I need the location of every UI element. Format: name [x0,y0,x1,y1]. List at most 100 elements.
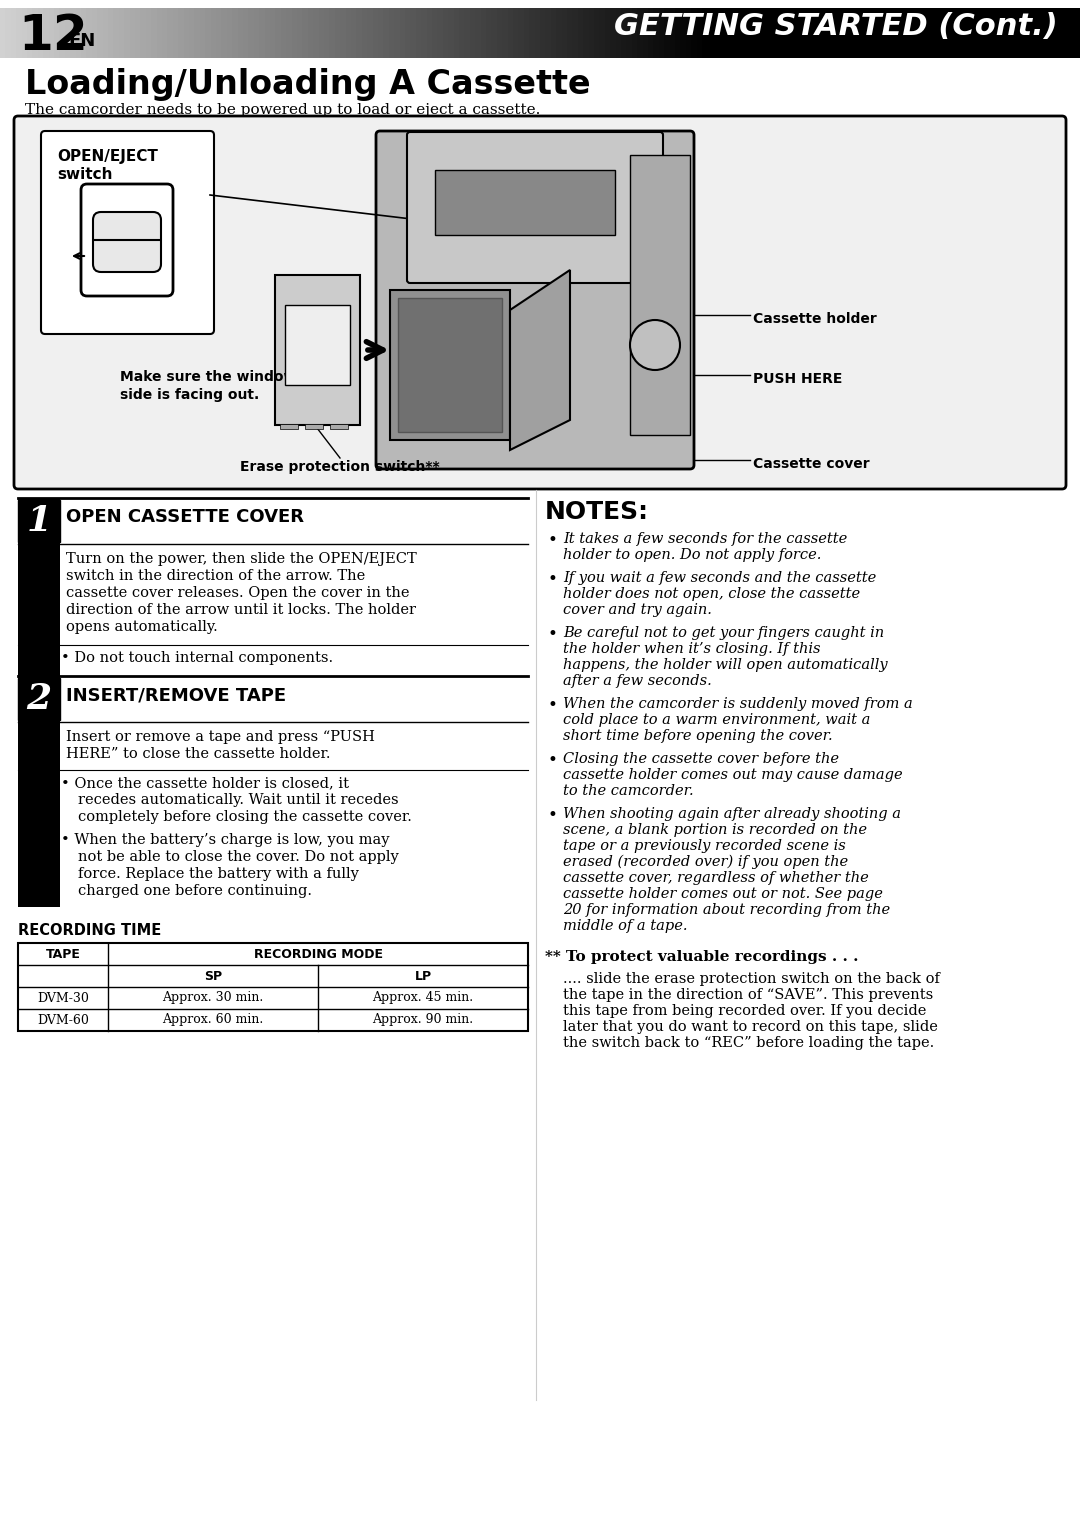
Bar [702,8,708,58]
Bar [751,8,757,58]
Text: the switch back to “REC” before loading the tape.: the switch back to “REC” before loading … [563,1036,934,1050]
Bar [630,155,690,435]
Text: opens automatically.: opens automatically. [66,619,218,635]
Text: charged one before continuing.: charged one before continuing. [78,885,312,898]
Text: Approx. 60 min.: Approx. 60 min. [162,1013,264,1027]
Text: •: • [546,570,557,589]
Text: • When the battery’s charge is low, you may: • When the battery’s charge is low, you … [60,832,390,848]
Bar [292,8,298,58]
Bar [1058,8,1065,58]
Bar [205,8,212,58]
Bar [794,8,800,58]
Bar [389,8,395,58]
Text: erased (recorded over) if you open the: erased (recorded over) if you open the [563,855,848,869]
Bar [664,8,671,58]
Text: •: • [546,532,557,549]
Bar [578,8,584,58]
Bar [745,8,752,58]
Bar [562,8,568,58]
Bar [686,8,692,58]
Bar [18,500,60,543]
Text: When the camcorder is suddenly moved from a: When the camcorder is suddenly moved fro… [563,698,913,711]
Bar [157,8,163,58]
Bar [1026,8,1032,58]
Bar [1037,8,1043,58]
Bar [43,8,50,58]
Bar [675,8,681,58]
Bar [356,8,363,58]
Text: NOTES:: NOTES: [545,500,649,524]
Bar [22,8,28,58]
Bar [270,8,276,58]
Bar [135,8,141,58]
Bar [200,8,206,58]
Bar [470,8,476,58]
Bar [864,8,870,58]
Text: cold place to a warm environment, wait a: cold place to a warm environment, wait a [563,713,870,727]
Bar [626,8,633,58]
Bar [475,8,482,58]
Bar [18,500,60,543]
Bar [880,8,887,58]
Text: DVM-30: DVM-30 [37,992,89,1004]
Bar [643,8,649,58]
Bar [211,8,217,58]
Bar [113,8,120,58]
Bar [821,8,827,58]
Bar [378,8,384,58]
Bar [18,943,528,1032]
Bar [421,8,428,58]
Text: side is facing out.: side is facing out. [120,388,259,402]
Bar [167,8,174,58]
Bar [929,8,935,58]
Bar [599,8,606,58]
Text: this tape from being recorded over. If you decide: this tape from being recorded over. If y… [563,1004,927,1018]
Bar [815,8,822,58]
Bar [799,8,806,58]
Text: Turn on the power, then slide the OPEN/EJECT: Turn on the power, then slide the OPEN/E… [66,552,417,566]
Bar [302,8,309,58]
Bar [1069,8,1076,58]
Bar [524,8,530,58]
FancyBboxPatch shape [41,130,214,334]
Bar [0,8,6,58]
Bar [297,8,303,58]
Bar [305,425,323,429]
Bar [243,8,249,58]
Bar [281,8,287,58]
Bar [508,8,514,58]
Bar [934,8,941,58]
Bar [497,8,503,58]
Bar [718,8,725,58]
Text: middle of a tape.: middle of a tape. [563,918,688,934]
Bar [902,8,908,58]
Bar [632,8,638,58]
Bar [178,8,185,58]
Text: holder does not open, close the cassette: holder does not open, close the cassette [563,587,860,601]
Bar [275,274,360,425]
Bar [556,8,563,58]
Bar [869,8,876,58]
Bar [826,8,833,58]
Bar [535,8,541,58]
Bar [189,8,195,58]
Bar [319,8,325,58]
Bar [761,8,768,58]
Bar [832,8,838,58]
FancyBboxPatch shape [14,117,1066,489]
Text: Approx. 30 min.: Approx. 30 min. [162,992,264,1004]
Bar [945,8,951,58]
Bar [907,8,914,58]
Bar [454,8,460,58]
Bar [918,8,924,58]
Bar [108,8,114,58]
Text: Closing the cassette cover before the: Closing the cassette cover before the [563,753,839,766]
Bar [443,8,449,58]
Bar [194,8,201,58]
Bar [97,8,104,58]
Bar [124,8,131,58]
Text: GETTING STARTED (Cont.): GETTING STARTED (Cont.) [615,12,1058,41]
Bar [103,8,109,58]
Bar [670,8,676,58]
Bar [853,8,860,58]
